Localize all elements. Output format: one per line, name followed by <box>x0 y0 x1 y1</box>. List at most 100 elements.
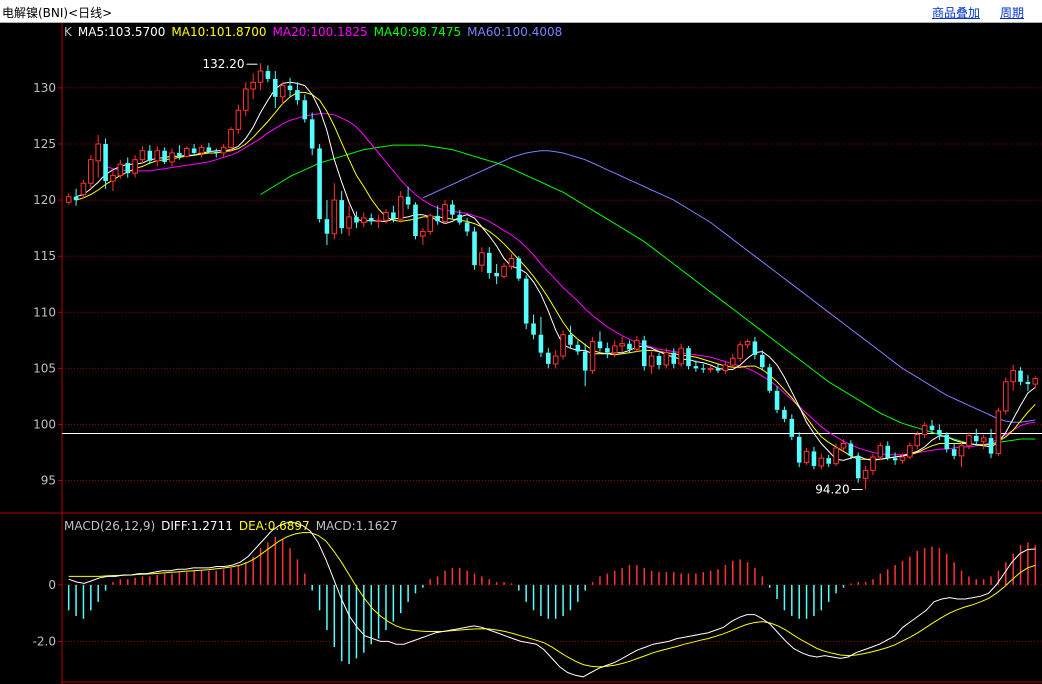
candle-body <box>560 334 566 357</box>
price-tick-label: 130 <box>33 81 56 95</box>
candle-body <box>1018 370 1023 382</box>
candle-up <box>361 212 367 227</box>
candle-down <box>627 340 632 353</box>
price-tick-label: 110 <box>33 305 56 319</box>
candle-down <box>405 186 411 210</box>
candle-body <box>899 456 906 461</box>
candle-body <box>383 211 389 221</box>
candle-body <box>678 347 684 365</box>
high-price-label: 132.20 <box>203 57 245 71</box>
candle-body <box>450 204 455 215</box>
candle-body <box>818 457 825 467</box>
candle-down <box>287 77 293 97</box>
candle-body <box>811 451 817 466</box>
candle-body <box>435 215 440 222</box>
low-price-label: 94.20 <box>815 483 849 497</box>
candle-down <box>789 414 795 441</box>
candle-up <box>198 145 205 158</box>
candle-body <box>80 182 87 195</box>
candle-body <box>88 159 94 184</box>
candle-body <box>391 212 396 220</box>
candle-body <box>803 450 810 464</box>
candle-body <box>198 146 205 154</box>
candle-body <box>464 222 470 232</box>
candle-body <box>737 344 743 359</box>
candle-body <box>589 340 596 372</box>
candle-down <box>103 138 108 189</box>
candle-body <box>929 425 935 431</box>
candle-up <box>648 351 655 374</box>
candle-body <box>715 368 721 371</box>
candle-body <box>729 357 736 366</box>
candle-body <box>183 147 190 157</box>
candle-body <box>302 100 308 120</box>
candle-body <box>486 252 492 273</box>
candle-up <box>722 361 729 374</box>
price-legend-item: MA20:100.1825 <box>273 25 368 39</box>
candle-body <box>265 71 271 79</box>
candle-down <box>177 145 182 160</box>
candle-down <box>686 345 691 370</box>
candle-body <box>671 352 677 364</box>
candle-body <box>995 410 1002 455</box>
candle-body <box>73 196 79 201</box>
candle-down <box>516 256 522 281</box>
candle-body <box>309 119 315 149</box>
candle-down <box>811 446 817 470</box>
candle-body <box>656 356 662 365</box>
candle-up <box>611 340 618 358</box>
candle-down <box>339 191 344 234</box>
candle-up <box>958 442 965 468</box>
price-legend-item: MA5:103.5700 <box>78 25 166 39</box>
candle-body <box>501 265 507 277</box>
commodity-overlay-link[interactable]: 商品叠加 <box>932 6 981 20</box>
candle-down <box>760 350 765 371</box>
candle-down <box>435 205 440 225</box>
candle-up <box>132 155 138 178</box>
candle-up <box>1032 376 1039 389</box>
candle-up <box>154 146 161 167</box>
candle-up <box>1003 377 1009 415</box>
diff-line <box>68 522 1036 678</box>
candle-body <box>848 443 854 456</box>
macd-legend-item: MACD:1.1627 <box>316 519 398 533</box>
ma60-line <box>422 150 1036 423</box>
candle-body <box>744 340 751 346</box>
candle-body <box>346 216 352 229</box>
candle-body <box>973 435 979 442</box>
candle-down <box>582 343 588 387</box>
candle-down <box>885 441 891 461</box>
candle-body <box>944 434 950 450</box>
candle-up <box>169 148 175 167</box>
dea-line <box>68 532 1036 668</box>
candle-body <box>420 230 426 237</box>
candle-body <box>427 215 434 232</box>
candle-up <box>279 82 286 105</box>
macd-indicator <box>67 522 1042 678</box>
candle-body <box>752 341 758 355</box>
candle-up <box>139 146 146 165</box>
period-link[interactable]: 周期 <box>1000 6 1025 20</box>
candle-body <box>206 147 212 152</box>
candle-body <box>722 364 729 372</box>
macd-legend-item: MACD(26,12,9) <box>64 519 155 533</box>
candle-up <box>966 432 972 450</box>
candle-down <box>472 227 477 270</box>
candle-body <box>110 174 116 182</box>
candle-up <box>552 350 559 369</box>
candle-up <box>907 442 913 460</box>
candle-down <box>354 211 359 229</box>
candle-up <box>383 209 389 224</box>
kline-chart[interactable]: 130 125 120 115 110 105 100 95 0 -2.0 132.20 94.20 K… <box>0 23 1042 684</box>
candle-body <box>980 437 987 442</box>
candle-body <box>914 434 921 447</box>
candle-body <box>870 456 876 471</box>
candle-up <box>397 191 404 223</box>
candle-body <box>641 340 647 367</box>
candle-down <box>125 157 131 178</box>
ma20-line <box>105 113 1036 456</box>
candlesticks <box>65 63 1039 490</box>
candle-up <box>228 127 234 152</box>
candle-up <box>183 146 190 158</box>
candle-body <box>907 445 913 458</box>
